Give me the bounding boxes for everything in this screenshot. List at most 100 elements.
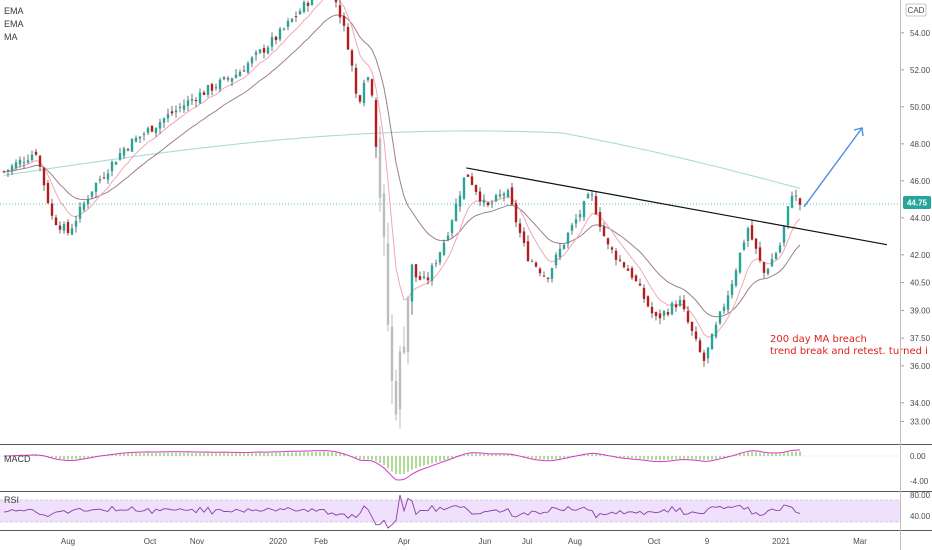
macd-hist-bar [651,456,653,460]
candle [258,48,262,55]
candle-body [362,82,366,104]
macd-hist-bar [319,451,321,456]
candle-body [366,77,370,81]
candle [622,261,626,269]
candle [114,161,118,165]
macd-hist-bar [215,453,217,456]
candle [486,201,490,208]
price-tick-label: 36.00 [910,362,931,371]
macd-hist-bar [591,453,593,456]
macd-hist-bar [291,452,293,456]
macd-hist-bar [655,456,657,461]
macd-hist-bar [627,456,629,459]
candle [418,271,422,281]
macd-hist-bar [503,454,505,456]
macd-hist-bar [791,451,793,456]
candle [634,274,638,282]
candle-body [218,79,222,90]
ema-fast-line [3,0,801,338]
candle [286,17,290,31]
candle [438,251,442,266]
candle-body [254,52,258,55]
macd-hist-bar [471,453,473,456]
legend-ma: MA [4,32,18,42]
macd-hist-bar [219,453,221,456]
macd-hist-bar [443,456,445,461]
macd-hist-bar [411,456,413,470]
candle [294,11,298,23]
candle-body [698,340,702,353]
macd-hist-bar [79,456,81,459]
candle [174,105,178,118]
macd-hist-bar [675,456,677,460]
candle-body [370,79,374,96]
candle-body [778,245,782,253]
candle [214,83,218,91]
candle-body [674,304,678,308]
macd-hist-bar [27,455,29,456]
candle-body [82,203,86,210]
candle-body [634,275,638,282]
candle [762,261,766,279]
candle-body [726,295,730,310]
macd-hist-bar [199,452,201,456]
macd-hist-bar [83,456,85,459]
macd-hist-bar [787,452,789,456]
candle [166,108,170,123]
candle [434,259,438,268]
candle-body [10,165,14,171]
candle-body [510,187,514,205]
candle-body [310,0,314,6]
candle-body [794,195,798,197]
candle [86,195,90,209]
candle [70,223,74,236]
macd-hist-bar [779,453,781,456]
macd-hist-bar [91,456,93,458]
candle-body [126,149,130,151]
macd-hist-bar [643,456,645,460]
macd-hist-bar [191,452,193,456]
candle-body [94,182,98,192]
candle-body [334,0,338,3]
candle [630,265,634,281]
candle [2,170,6,174]
candle-body [102,177,106,179]
rsi-tick-0: 80.00 [910,491,931,500]
candle [638,278,642,286]
candle-body [382,193,386,237]
candle-body [578,214,582,218]
candle-body [502,193,506,196]
candle-body [194,99,198,102]
macd-hist-bar [275,452,277,456]
macd-hist-bar [559,456,561,459]
candle [350,48,354,72]
price-tick-label: 42.00 [910,251,931,260]
currency-badge[interactable] [905,3,927,17]
candle-body [606,238,610,245]
macd-hist-bar [403,456,405,474]
macd-hist-bar [87,456,89,458]
macd-hist-bar [707,456,709,460]
time-axis[interactable]: Aug Oct Nov 2020 Feb Apr Jun Jul Aug Oct 9 2021 Mar [61,537,867,546]
candle [270,32,274,52]
macd-hist-bar [387,456,389,469]
candle [50,198,54,220]
candle-body [346,26,350,50]
macd-hist-bar [463,454,465,456]
candle-body [474,185,478,192]
macd-hist-bar [723,456,725,458]
candle [266,45,270,55]
candle [718,310,722,326]
candle [794,189,798,202]
macd-hist-bar [111,454,113,456]
candle [354,63,358,98]
candle-body [506,190,510,197]
candle-body [786,206,790,226]
candle-body [470,176,474,185]
candle [254,49,258,61]
macd-hist-bar [699,456,701,460]
macd-hist-bar [55,456,57,459]
candle-body [722,306,726,311]
candle [306,0,310,12]
macd-hist-bar [563,456,565,458]
